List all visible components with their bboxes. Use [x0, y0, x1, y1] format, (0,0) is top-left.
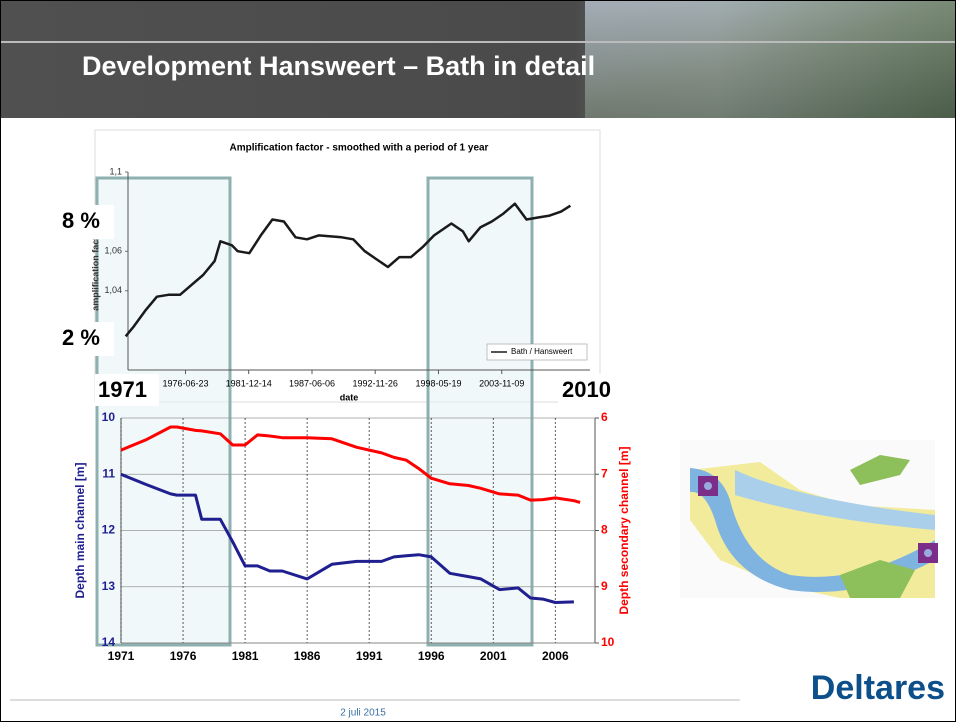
y2-tick-label: 9: [601, 579, 608, 593]
periods: [95, 176, 534, 647]
map-water: [735, 470, 935, 530]
x-tick-label: 1987-06-06: [289, 378, 335, 388]
x-tick-label: 1992-11-26: [352, 378, 397, 388]
series-line: [120, 472, 574, 604]
y-tick-label: 1,1: [109, 166, 122, 176]
overlay-box: [558, 374, 626, 406]
overlay-box: [52, 322, 114, 356]
overlay-label: 1971: [98, 377, 147, 402]
x-tick-label: 1996: [418, 649, 445, 663]
y-tick-label: 11: [102, 466, 115, 480]
x-tick-label: 1971: [108, 649, 135, 663]
y2-tick-label: 7: [601, 466, 608, 480]
y-tick-label: 1,06: [104, 246, 122, 256]
overlay-label: 2 %: [62, 325, 100, 350]
footer-date: 2 juli 2015: [340, 708, 386, 719]
overlay-label: 2010: [562, 377, 611, 402]
overlay-box: [95, 374, 159, 406]
x-tick-label: 1998-05-19: [415, 378, 461, 388]
x-tick-label: 1981: [232, 649, 259, 663]
series-line: [120, 425, 581, 504]
x-tick-label: 1976: [170, 649, 197, 663]
y2-tick-label: 10: [601, 635, 615, 649]
y-tick-label: 1,04: [104, 285, 122, 295]
overlay-box: [52, 205, 114, 239]
map-marker-dot: [704, 482, 712, 490]
x-tick-label: 2006: [542, 649, 569, 663]
series-line: [124, 202, 572, 338]
legend-box: [486, 343, 588, 361]
slide-title: Development Hansweert – Bath in detail: [82, 51, 595, 81]
y-tick-label: 14: [102, 635, 116, 649]
x-tick-label: 1981-12-14: [226, 378, 272, 388]
map-green: [850, 455, 910, 485]
x-tick-label: 1991: [356, 649, 383, 663]
x-tick-label: 2003-11-09: [479, 378, 524, 388]
x-axis-label: date: [340, 392, 359, 402]
map-marker-dot: [924, 549, 932, 557]
map: [680, 440, 938, 598]
y-axis-label: Depth main channel [m]: [73, 462, 87, 598]
y2-tick-label: 6: [601, 410, 608, 424]
map-green: [840, 560, 915, 598]
map-channel: [690, 468, 935, 592]
y-tick-label: 12: [102, 523, 116, 537]
x-tick-label: 1986: [294, 649, 321, 663]
y2-axis-label: Depth secondary channel [m]: [617, 446, 631, 614]
y-tick-label: 13: [102, 579, 116, 593]
header-photo: [585, 0, 956, 118]
period-box: [95, 176, 232, 647]
legend-label: Bath / Hansweert: [511, 347, 573, 356]
y-axis-label: amplification facto: [90, 231, 100, 311]
y-tick-label: 10: [102, 410, 116, 424]
period-box: [426, 176, 534, 647]
y2-tick-label: 8: [601, 523, 608, 537]
chart-title: Amplification factor - smoothed with a p…: [230, 143, 489, 154]
x-tick-label: 2001: [480, 649, 507, 663]
overlay-label: 8 %: [62, 208, 100, 233]
x-tick-label: 1976-06-23: [162, 378, 208, 388]
plots: Amplification factor - smoothed with a p…: [73, 143, 631, 664]
overlays: 8 % 2 % 1971 2010: [52, 205, 626, 406]
logo: Deltares: [811, 669, 945, 707]
